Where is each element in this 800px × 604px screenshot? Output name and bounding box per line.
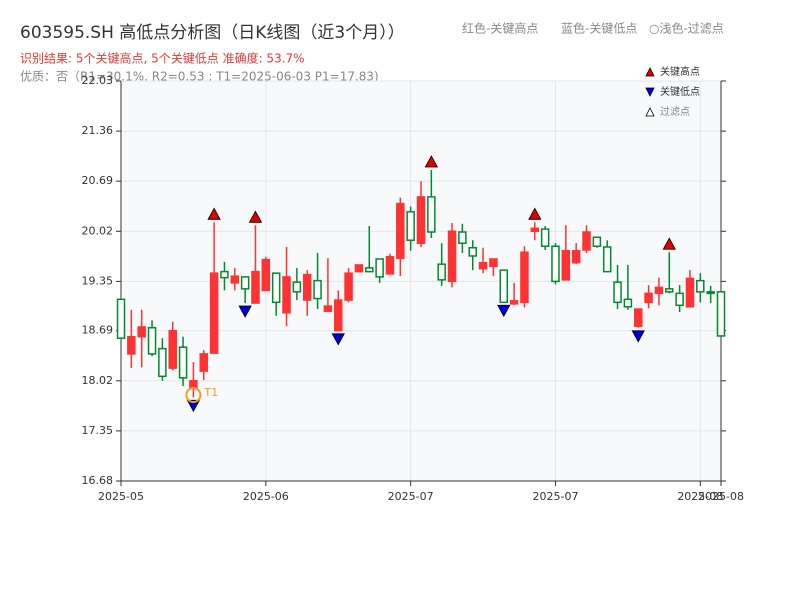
candle-body	[168, 329, 177, 369]
subtitle: 识别结果: 5个关键高点, 5个关键低点 准确度: 53.7%	[20, 51, 305, 66]
candle-body	[509, 300, 519, 305]
candle-body	[158, 347, 167, 378]
candle-body	[520, 251, 529, 304]
candle-body	[292, 281, 302, 293]
candle-body	[716, 291, 726, 337]
candle-body	[354, 264, 364, 273]
legend-label: 过滤点	[660, 105, 690, 118]
candle-body	[447, 230, 457, 283]
candle-body	[602, 246, 612, 273]
candle-body	[540, 228, 550, 247]
candle-body	[323, 305, 333, 313]
candle-body	[665, 288, 674, 293]
candle-body	[561, 249, 571, 281]
candle-body	[271, 272, 281, 304]
candle-body	[220, 270, 229, 279]
candle-body	[478, 261, 488, 270]
candle-body	[675, 292, 684, 307]
y-tick-label: 17.35	[82, 424, 114, 437]
candle-body	[209, 272, 219, 354]
color-legend: ○浅色-过滤点	[649, 22, 724, 36]
candle-body	[396, 202, 405, 259]
candle-body	[375, 258, 384, 278]
candle-body	[116, 298, 126, 339]
candle-body	[592, 236, 602, 247]
candle-body	[199, 353, 209, 372]
candle-body	[633, 308, 643, 327]
candle-body	[416, 196, 426, 244]
color-legend: 蓝色-关键低点	[561, 22, 637, 36]
candle-body	[365, 267, 374, 273]
candle-body	[437, 263, 446, 281]
candle-body	[385, 255, 395, 275]
y-tick-label: 21.36	[82, 124, 114, 137]
x-tick-label: 2025-08	[698, 490, 744, 503]
candle-body	[685, 277, 695, 308]
legend-label: 关键低点	[660, 85, 700, 98]
candle-body	[468, 246, 477, 257]
candle-body	[406, 211, 415, 242]
candle-body	[696, 279, 705, 293]
y-tick-label: 18.69	[82, 324, 114, 337]
candle-body	[313, 279, 322, 300]
y-tick-label: 20.69	[82, 174, 114, 187]
candle-body	[251, 270, 260, 304]
legend-marker	[645, 87, 655, 97]
x-tick-label: 2025-06	[243, 490, 289, 503]
candle-body	[499, 269, 509, 304]
candle-body	[530, 227, 540, 233]
candle-body	[582, 231, 591, 251]
key-low-marker	[186, 399, 201, 413]
candle-body	[137, 326, 146, 338]
candle-body	[230, 275, 240, 284]
y-tick-label: 22.03	[82, 74, 114, 87]
candle-body	[302, 273, 312, 301]
candle-body	[706, 291, 715, 295]
candle-body	[551, 245, 560, 283]
y-tick-label: 20.02	[82, 224, 114, 237]
key-high-marker	[528, 207, 542, 220]
x-tick-label: 2025-05	[98, 490, 144, 503]
candle-body	[489, 258, 498, 268]
key-high-marker	[207, 207, 221, 220]
chart-title: 603595.SH 高低点分析图（日K线图（近3个月））	[20, 23, 405, 43]
key-low-marker	[631, 330, 645, 343]
legend-marker	[645, 67, 655, 77]
key-high-marker	[662, 237, 676, 250]
candle-body	[240, 276, 250, 290]
annotation-label: T1	[203, 386, 218, 399]
candle-body	[261, 258, 271, 292]
candle-body	[344, 272, 353, 301]
legend-label: 关键高点	[660, 65, 700, 78]
candle-body	[282, 276, 291, 314]
y-tick-label: 19.35	[82, 274, 114, 287]
candle-body	[623, 298, 633, 308]
candle-body	[178, 346, 188, 379]
candle-body	[613, 281, 622, 304]
candle-body	[333, 299, 343, 332]
key-low-marker	[238, 305, 252, 318]
y-tick-label: 18.02	[82, 374, 114, 387]
candle-body	[127, 335, 136, 355]
candle-body	[147, 326, 157, 355]
key-high-marker	[424, 155, 439, 168]
candle-body	[458, 231, 467, 244]
key-low-marker	[497, 304, 511, 318]
candle-body	[644, 292, 653, 304]
key-low-marker	[331, 333, 345, 346]
candle-body	[654, 286, 664, 295]
y-tick-label: 16.68	[82, 474, 114, 487]
x-tick-label: 2025-07	[388, 490, 434, 503]
key-high-marker	[248, 210, 263, 223]
x-tick-label: 2025-07	[532, 490, 578, 503]
legend-marker	[645, 107, 655, 117]
color-legend: 红色-关键高点	[462, 21, 538, 36]
annotation-marker	[185, 387, 202, 404]
x-tick-label: 2025-08	[677, 490, 723, 503]
candle-body	[427, 196, 436, 233]
note: 优质：否（R1=30.1%, R2=0.53 ; T1=2025-06-03 P…	[20, 70, 379, 84]
candle-body	[571, 249, 581, 264]
